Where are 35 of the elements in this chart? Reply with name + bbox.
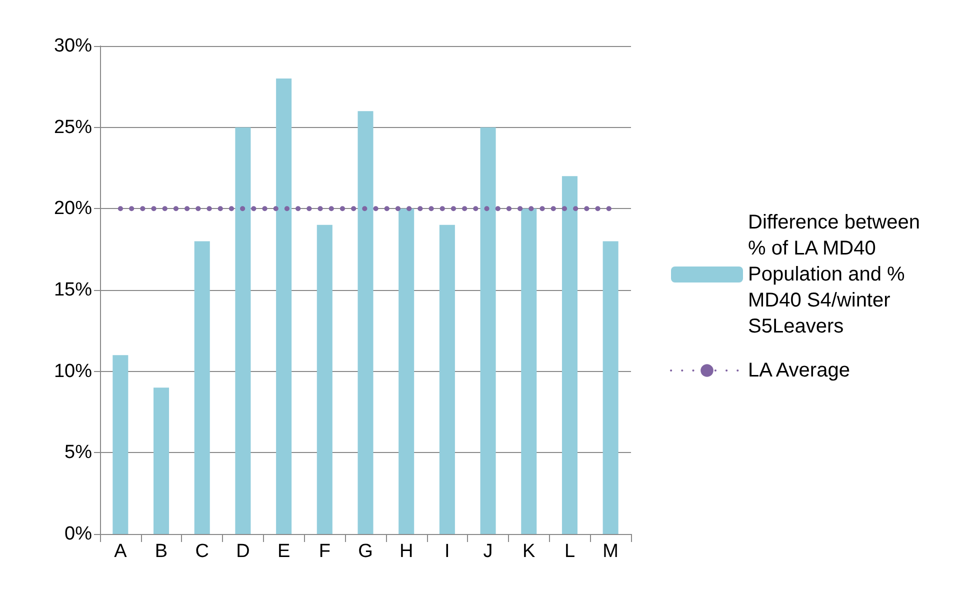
bar (358, 111, 374, 534)
bar (154, 388, 170, 534)
x-tick-label: K (522, 541, 536, 562)
x-tick-label: G (358, 541, 373, 562)
y-tick-label: 20% (54, 198, 92, 220)
bar (439, 224, 455, 534)
bar (112, 355, 128, 534)
x-tick-label: D (236, 541, 250, 562)
x-tick-label: H (399, 541, 414, 562)
bar (316, 224, 332, 534)
y-tick-label: 30% (54, 36, 92, 56)
legend-label: LA Average (748, 360, 850, 382)
x-tick-label: M (602, 541, 618, 562)
x-tick-label: J (483, 541, 493, 562)
x-tick-label: E (277, 541, 290, 562)
y-tick-label: 25% (54, 116, 92, 138)
bar (521, 208, 537, 534)
y-tick-label: 5% (64, 442, 92, 464)
bar (602, 241, 618, 534)
x-tick-label: L (564, 541, 576, 562)
x-tick-label: A (114, 541, 128, 562)
legend-label: Difference between % of LA MD40 Population and % MD40 S4/winter S5Leavers (748, 212, 926, 338)
bar (562, 176, 578, 534)
y-tick-label: 10% (54, 360, 92, 382)
y-tick-label: 15% (54, 280, 92, 300)
bar (194, 241, 210, 534)
x-tick-label: F (318, 541, 330, 562)
x-tick-label: I (444, 541, 450, 562)
x-tick-label: C (195, 541, 209, 562)
bar (276, 78, 292, 534)
y-tick-label: 0% (64, 524, 92, 544)
bar (235, 127, 251, 534)
bar (480, 127, 496, 534)
bar (398, 208, 414, 534)
x-tick-label: B (154, 541, 168, 562)
